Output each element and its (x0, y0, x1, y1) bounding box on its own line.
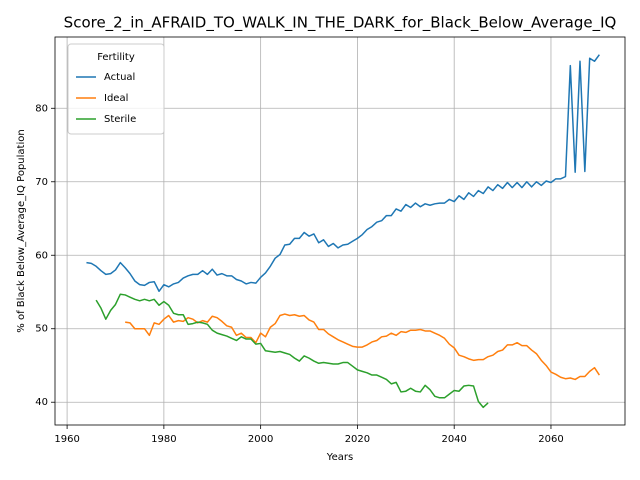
x-axis-label: Years (326, 452, 353, 463)
y-tick-label: 80 (35, 103, 48, 114)
x-tick-label: 2040 (441, 434, 466, 445)
x-tick-label: 1960 (54, 434, 79, 445)
x-tick-label: 2000 (248, 434, 273, 445)
legend-label: Sterile (104, 114, 136, 125)
x-tick-label: 1980 (151, 434, 176, 445)
y-tick-label: 50 (35, 324, 48, 335)
plot-frame (54, 36, 626, 426)
y-tick-label: 40 (35, 397, 48, 408)
legend-box (67, 43, 165, 135)
y-axis-label: % of Black Below_Average_IQ Population (16, 129, 27, 332)
legend: Fertility Actual Ideal Sterile (67, 43, 165, 135)
series-line (125, 313, 600, 381)
y-tick-label: 60 (35, 250, 48, 261)
x-tick-label: 2020 (345, 434, 370, 445)
y-tick-label: 70 (35, 177, 48, 188)
legend-label: Ideal (104, 93, 128, 104)
legend-label: Actual (104, 72, 135, 83)
series-line (86, 54, 600, 293)
x-tick-label: 2060 (538, 434, 563, 445)
chart-title: Score_2_in_AFRAID_TO_WALK_IN_THE_DARK_fo… (64, 14, 617, 33)
legend-title: Fertility (97, 52, 135, 63)
series-line (95, 293, 489, 409)
